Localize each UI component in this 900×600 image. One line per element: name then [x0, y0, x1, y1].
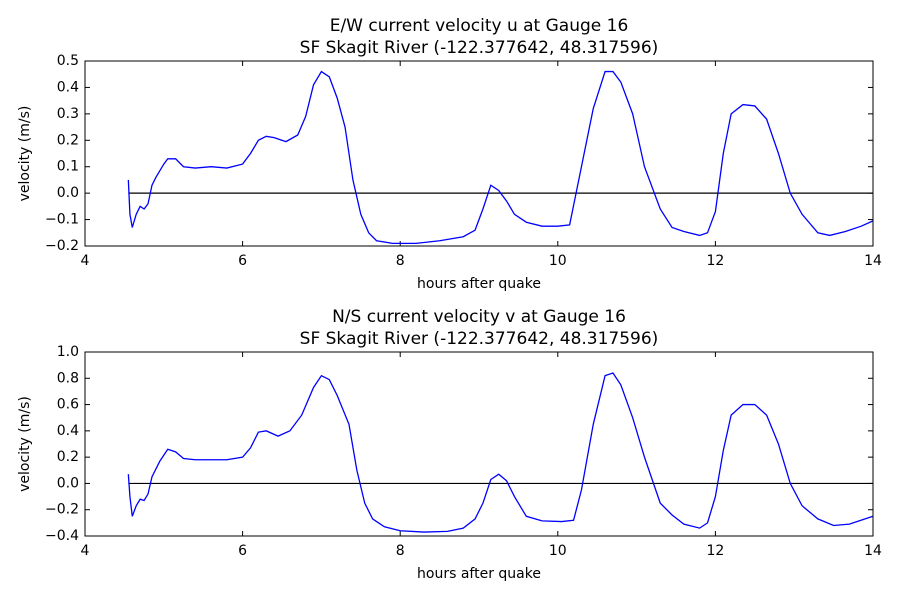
y-tick-label: 1.0: [57, 344, 79, 360]
y-tick-label: −0.2: [45, 502, 79, 518]
x-axis-label: hours after quake: [417, 276, 541, 292]
y-tick-label: 0.0: [57, 185, 79, 201]
x-tick-label: 12: [706, 253, 724, 269]
y-tick-label: 0.4: [57, 423, 79, 439]
data-line: [127, 70, 874, 245]
y-tick-label: −0.2: [45, 238, 79, 254]
x-tick-label: 10: [549, 253, 567, 269]
x-tick-label: 6: [238, 253, 247, 269]
x-tick-label: 4: [81, 253, 90, 269]
x-tick-label: 12: [706, 543, 724, 559]
x-tick-label: 10: [549, 543, 567, 559]
x-tick-label: 6: [238, 543, 247, 559]
chart-subtitle: SF Skagit River (-122.377642, 48.317596): [300, 38, 659, 58]
x-axis-label: hours after quake: [417, 566, 541, 582]
x-tick-label: 14: [864, 543, 882, 559]
y-tick-label: 0.4: [57, 79, 79, 95]
chart-title: E/W current velocity u at Gauge 16: [330, 16, 629, 36]
chart-title: N/S current velocity v at Gauge 16: [332, 307, 626, 327]
y-tick-label: 0.0: [57, 475, 79, 491]
y-tick-label: 0.8: [57, 370, 79, 386]
y-tick-label: 0.2: [57, 132, 79, 148]
y-tick-label: 0.3: [57, 106, 79, 122]
x-tick-label: 14: [864, 253, 882, 269]
plot-frame: [84, 351, 874, 537]
y-tick-label: −0.1: [45, 212, 79, 228]
y-tick-label: 0.1: [57, 159, 79, 175]
y-axis-label: velocity (m/s): [17, 106, 33, 202]
y-tick-label: 0.2: [57, 449, 79, 465]
plot-frame: [84, 60, 874, 247]
y-tick-label: −0.4: [45, 528, 79, 544]
y-tick-label: 0.6: [57, 397, 79, 413]
x-tick-label: 8: [396, 253, 405, 269]
y-axis-label: velocity (m/s): [17, 396, 33, 492]
y-tick-label: 0.5: [57, 53, 79, 69]
x-tick-label: 8: [396, 543, 405, 559]
chart-subtitle: SF Skagit River (-122.377642, 48.317596): [300, 329, 659, 349]
x-tick-label: 4: [81, 543, 90, 559]
data-line: [127, 372, 874, 533]
